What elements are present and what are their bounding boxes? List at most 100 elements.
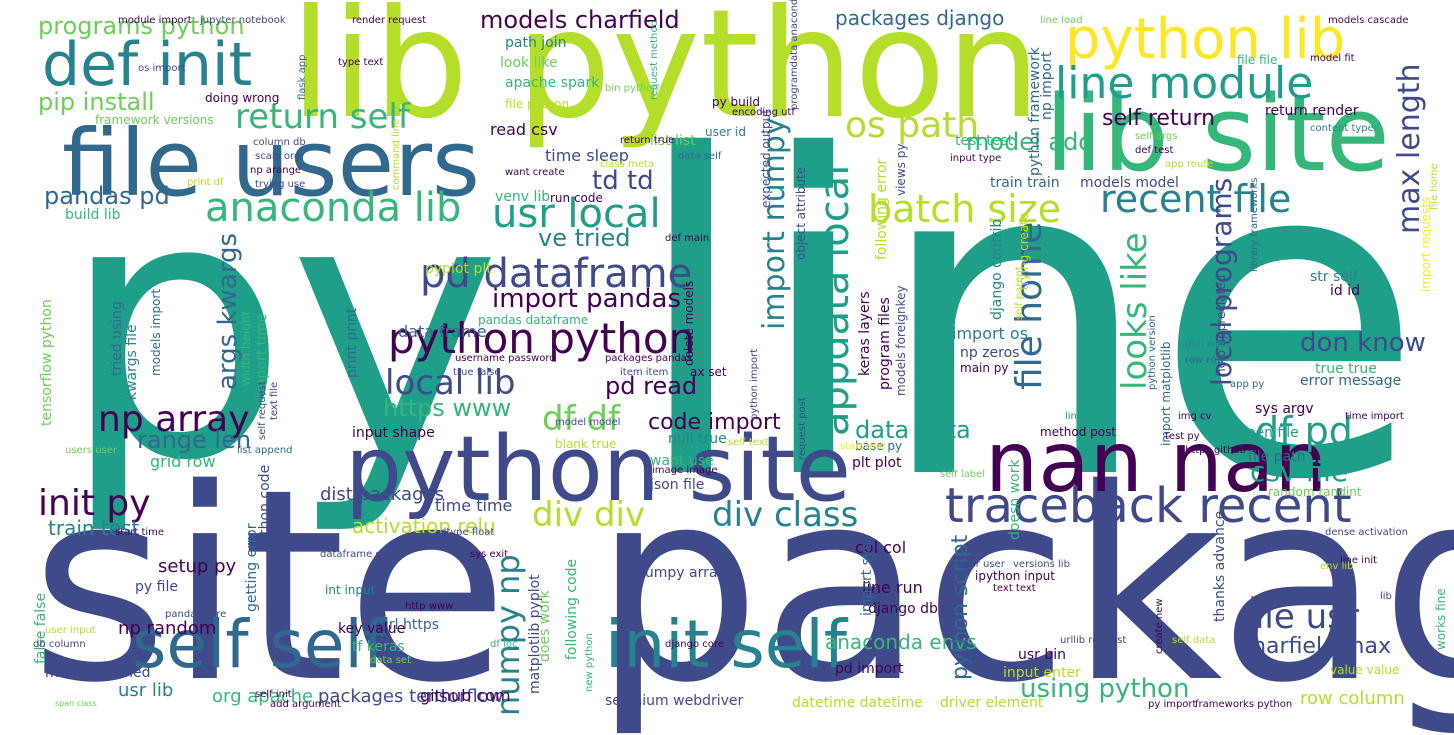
word: python code xyxy=(257,464,273,552)
word: py xyxy=(60,120,502,539)
word: doesn work xyxy=(1007,459,1023,540)
word: anaconda envs xyxy=(825,630,977,654)
word: dense activation xyxy=(1325,527,1408,538)
word: df df xyxy=(542,399,620,439)
word: pandas core xyxy=(165,609,227,620)
word: models foreignkey xyxy=(894,285,908,396)
word: python lib xyxy=(1065,7,1346,72)
word: py build xyxy=(712,95,761,109)
word: import pandas xyxy=(492,284,682,314)
word: row column xyxy=(1300,688,1405,709)
word: encoding utf xyxy=(732,107,795,118)
word: programdata anaconda xyxy=(789,0,800,110)
word: list list xyxy=(650,133,696,149)
word: row row xyxy=(1185,355,1225,366)
word: pandas dataframe xyxy=(478,313,589,327)
word: os import xyxy=(138,63,186,74)
word: sys argv xyxy=(1255,401,1314,417)
word: tf keras xyxy=(352,639,405,655)
word: line run xyxy=(862,578,923,597)
word: image image xyxy=(652,465,718,476)
word: line line xyxy=(1065,411,1105,422)
word: print df xyxy=(187,177,224,188)
word: frameworks python xyxy=(1195,699,1293,710)
word: versions lib xyxy=(1013,559,1070,570)
word: df pd xyxy=(1255,409,1353,453)
word: scala org xyxy=(255,151,301,162)
word: program files xyxy=(877,297,893,390)
word: item item xyxy=(620,367,669,378)
word: self args xyxy=(1135,131,1178,142)
word: python version xyxy=(1147,315,1158,390)
word: add argument xyxy=(270,699,341,710)
word: tensorflow python xyxy=(39,299,55,426)
word: input type xyxy=(950,153,1002,164)
word: charfield max xyxy=(1240,634,1391,659)
word: error message xyxy=(1300,373,1402,389)
word: packages django xyxy=(835,6,1005,30)
word: django core xyxy=(665,639,724,650)
word: value value xyxy=(1330,663,1400,677)
word: usr local xyxy=(492,191,661,237)
word: list append xyxy=(237,445,293,456)
word: pd import xyxy=(835,661,904,677)
word: ipython input xyxy=(975,569,1055,583)
word: models import xyxy=(149,288,163,376)
word: new python xyxy=(584,633,595,692)
word: start time xyxy=(115,527,165,538)
word: url https xyxy=(380,617,440,633)
word: models model xyxy=(1080,175,1179,191)
word: true true xyxy=(1315,361,1377,377)
word: range len xyxy=(137,426,252,454)
word: request method xyxy=(649,20,660,100)
word: np import xyxy=(1039,51,1055,120)
word: self label xyxy=(940,469,986,480)
word: pd read xyxy=(605,372,698,400)
word: column db xyxy=(253,137,306,148)
word: text text xyxy=(993,583,1036,594)
word: datetime datetime xyxy=(792,695,923,711)
word: data set xyxy=(370,655,411,666)
word: model add xyxy=(966,128,1094,156)
word: test test xyxy=(955,133,1014,149)
word: line xyxy=(630,64,1425,576)
word: expected output xyxy=(759,109,773,208)
word: data self xyxy=(678,151,722,162)
word: line init xyxy=(1340,555,1378,566)
word: time time xyxy=(435,496,513,515)
word: request post xyxy=(797,397,808,460)
word: train train xyxy=(990,175,1060,191)
word: file file xyxy=(1237,53,1278,67)
word: flask app xyxy=(297,54,308,100)
word: input shape xyxy=(352,425,435,441)
word: python python xyxy=(388,314,696,363)
word: self data xyxy=(1172,635,1216,646)
word: matplotlib pyplot xyxy=(527,574,543,694)
word: django contrib xyxy=(989,218,1005,320)
word: models charfield xyxy=(480,6,680,34)
word: doing wrong xyxy=(205,91,280,105)
word: id id xyxy=(1330,283,1361,299)
word: https github xyxy=(1185,445,1246,456)
word: file usr xyxy=(1243,597,1359,637)
word: data data xyxy=(855,416,971,444)
word: org apache xyxy=(212,686,314,707)
word: create new xyxy=(1154,598,1165,654)
word: np nan xyxy=(477,555,488,590)
word: read csv xyxy=(490,120,558,139)
word: self return xyxy=(1102,106,1216,131)
word: csv file xyxy=(1250,455,1349,488)
word: using python xyxy=(1020,674,1190,704)
word: urllib request xyxy=(1060,635,1127,646)
word: open file xyxy=(1238,425,1299,441)
word: works fine xyxy=(1434,588,1448,650)
word: py file xyxy=(135,579,178,595)
word: np random xyxy=(118,618,217,639)
word: models cascade xyxy=(1328,15,1409,26)
word: div class xyxy=(712,495,859,535)
word: def init xyxy=(42,30,253,100)
word: args kwargs xyxy=(213,232,243,390)
word: file path xyxy=(1248,449,1306,465)
word: recent file xyxy=(1100,177,1292,221)
